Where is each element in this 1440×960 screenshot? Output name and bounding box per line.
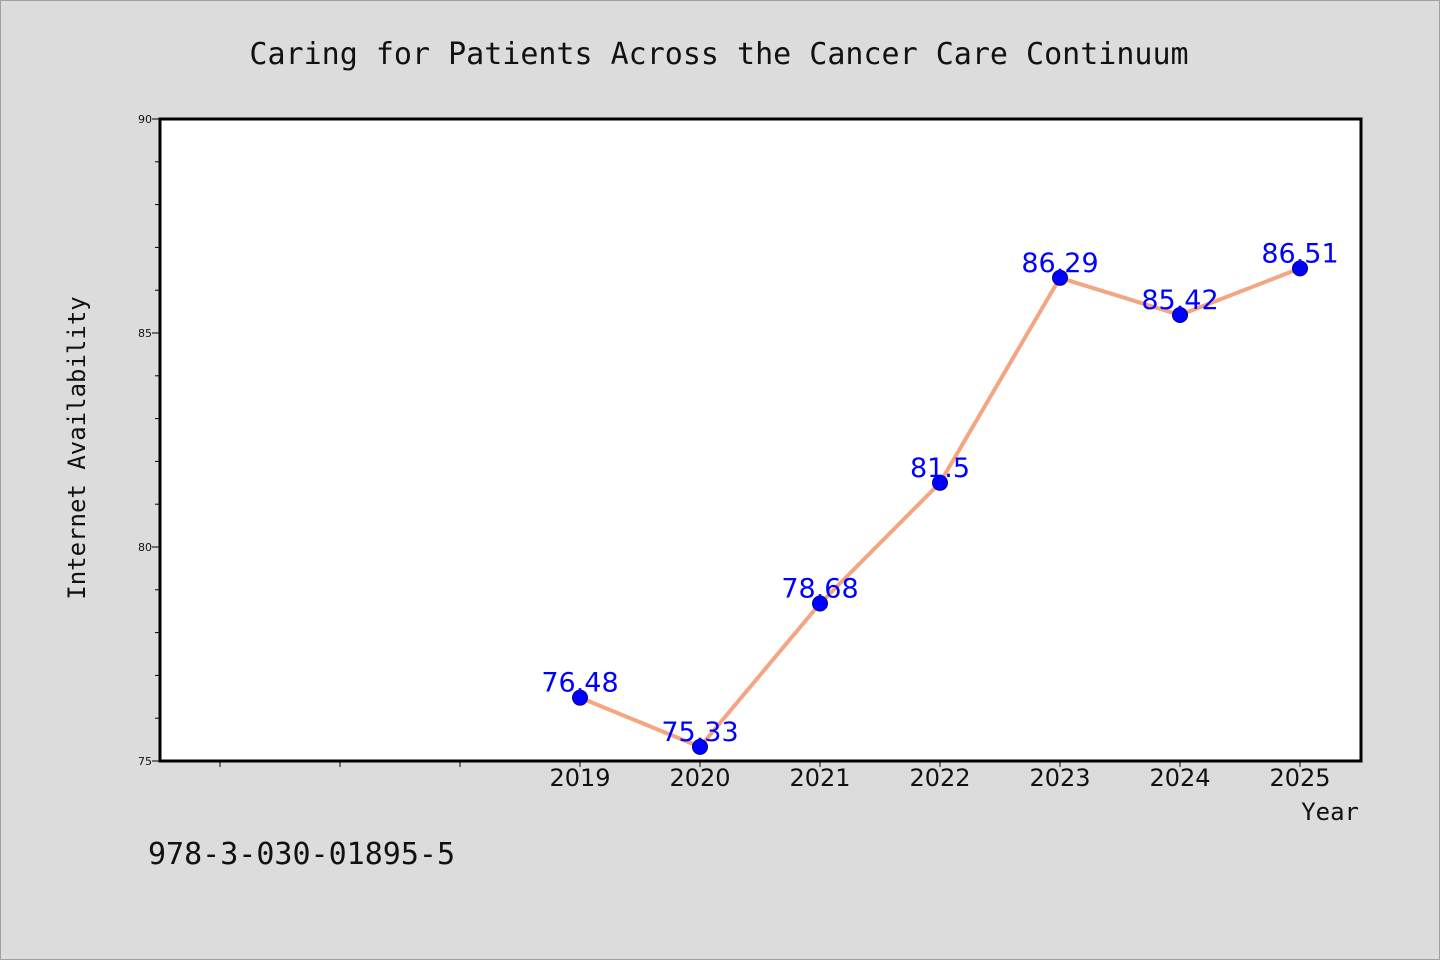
x-axis-label: Year (1301, 798, 1359, 826)
data-point (572, 689, 588, 706)
x-tick-label: 2023 (1029, 764, 1090, 792)
data-label: 85.42 (1141, 285, 1218, 316)
x-tick-label: 2020 (669, 764, 730, 792)
data-label: 81.5 (910, 453, 970, 484)
x-tick-label: 2024 (1149, 764, 1210, 792)
data-point (1052, 269, 1068, 286)
data-label: 86.51 (1261, 238, 1338, 269)
y-tick-label: 85 (138, 327, 152, 340)
data-point (1172, 307, 1188, 324)
x-tick-label: 2022 (909, 764, 970, 792)
x-tick-label: 2025 (1269, 764, 1330, 792)
data-point (1292, 260, 1308, 277)
x-tick-label: 2021 (789, 764, 850, 792)
x-axis: 2019 2020 2021 2022 2023 2024 2025 (219, 761, 1331, 792)
data-label: 76.48 (541, 668, 618, 699)
data-label: 78.68 (781, 573, 858, 604)
chart-title: Caring for Patients Across the Cancer Ca… (249, 37, 1188, 72)
data-label: 86.29 (1021, 248, 1098, 279)
plot-area (158, 117, 1363, 763)
data-point (692, 738, 708, 755)
y-axis-label: Internet Availability (63, 296, 91, 599)
y-axis: 75 80 85 90 (138, 113, 160, 768)
x-tick-label: 2019 (549, 764, 610, 792)
y-tick-label: 75 (138, 755, 152, 768)
data-label: 75.33 (661, 717, 738, 748)
series-layer: 76.48 75.33 78.68 81.5 86.29 85.42 86.51 (541, 238, 1339, 755)
data-point (812, 595, 828, 612)
footer-code: 978-3-030-01895-5 (148, 837, 455, 872)
data-point (932, 474, 948, 491)
y-tick-label: 90 (138, 113, 152, 126)
y-tick-label: 80 (138, 541, 152, 554)
